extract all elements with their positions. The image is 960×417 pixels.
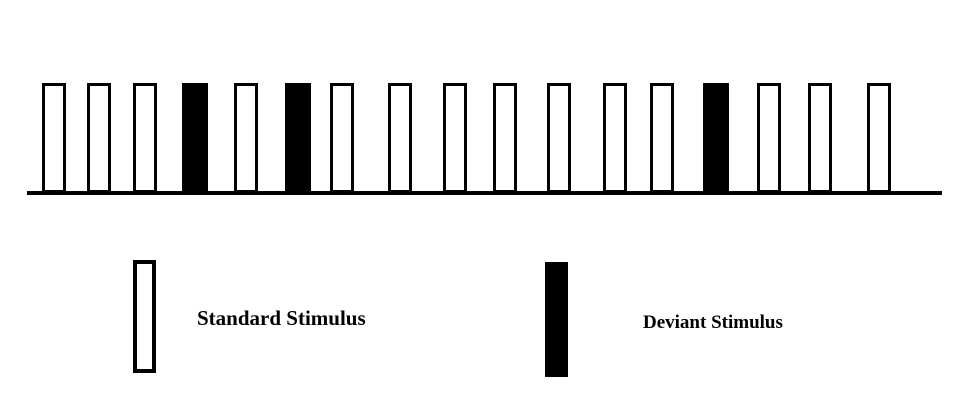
baseline	[27, 191, 942, 195]
stimulus-bar-standard	[443, 83, 467, 193]
stimulus-bar-standard	[87, 83, 111, 193]
stimulus-bar-standard	[603, 83, 627, 193]
stimulus-bar-standard	[867, 83, 891, 193]
stimulus-bar-deviant	[285, 83, 311, 193]
stimulus-bar-standard	[650, 83, 674, 193]
stimulus-bar-standard	[757, 83, 781, 193]
stimulus-bar-standard	[388, 83, 412, 193]
stimulus-bar-standard	[42, 83, 66, 193]
legend-deviant-swatch	[545, 262, 568, 377]
legend-deviant-label: Deviant Stimulus	[643, 312, 783, 333]
stimulus-bar-standard	[493, 83, 517, 193]
stimulus-track	[27, 83, 942, 195]
legend-standard-label: Standard Stimulus	[197, 306, 366, 330]
stimulus-bar-standard	[330, 83, 354, 193]
stimulus-bar-deviant	[182, 83, 208, 193]
legend-standard-swatch	[133, 260, 156, 373]
stimulus-bar-standard	[547, 83, 571, 193]
